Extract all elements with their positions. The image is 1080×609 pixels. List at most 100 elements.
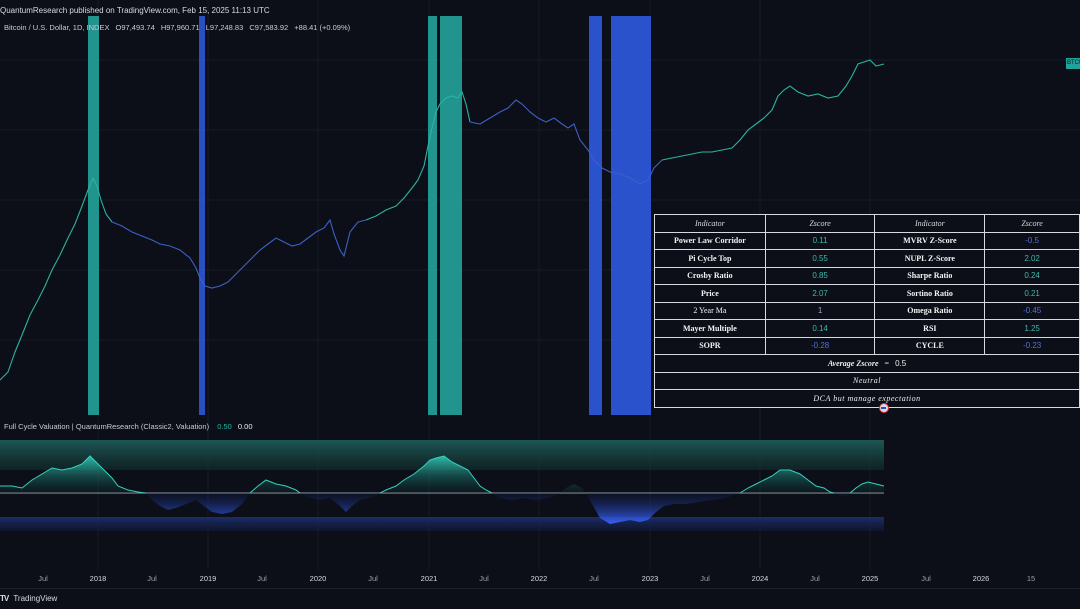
zscore-value: 1 <box>764 301 876 320</box>
indicator-name: RSI <box>874 319 986 338</box>
header-indicator: Indicator <box>654 214 766 233</box>
indicator-name: Crosby Ratio <box>654 266 766 285</box>
indicator-name: SOPR <box>654 336 766 355</box>
time-tick: Jul <box>38 574 48 583</box>
time-tick: 2018 <box>89 574 107 583</box>
zscore-value: 0.85 <box>764 266 876 285</box>
change-value: +88.41 (+0.09%) <box>294 23 351 32</box>
header-zscore: Zscore <box>984 214 1080 233</box>
time-tick: 15 <box>1026 574 1036 583</box>
zscore-value: 2.02 <box>984 249 1080 268</box>
high-value: H97,960.71 <box>160 23 200 32</box>
time-tick: Jul <box>147 574 157 583</box>
table-row: 2 Year Ma 1 Omega Ratio -0.45 <box>654 301 1080 320</box>
indicator-name: Mayer Multiple <box>654 319 766 338</box>
table-row: Pi Cycle Top 0.55 NUPL Z-Score 2.02 <box>654 249 1080 268</box>
symbol-ohlc-legend: Bitcoin / U.S. Dollar, 1D, INDEX O97,493… <box>4 23 350 32</box>
footer-bar: TV TradingView <box>0 588 1080 609</box>
zscore-value: 0.55 <box>764 249 876 268</box>
teal-band <box>428 16 437 415</box>
time-tick: Jul <box>257 574 267 583</box>
average-value: 0.5 <box>895 358 907 368</box>
valuation-state: Neutral <box>654 371 1080 390</box>
average-equals: = <box>884 358 890 368</box>
price-line <box>0 59 885 381</box>
zscore-value: 1.25 <box>984 319 1080 338</box>
indicator-value-2: 0.00 <box>237 422 253 431</box>
time-tick: 2022 <box>530 574 548 583</box>
tradingview-brand[interactable]: TV TradingView <box>0 594 57 603</box>
time-tick: 2020 <box>309 574 327 583</box>
close-value: C97,583.92 <box>249 23 289 32</box>
zscore-value: 0.24 <box>984 266 1080 285</box>
valuation-oscillator <box>0 440 885 531</box>
time-tick: Jul <box>810 574 820 583</box>
price-scale-tag: BTCUSD <box>1066 58 1080 69</box>
indicator-name: Power Law Corridor <box>654 231 766 250</box>
flag-marker-icon[interactable] <box>879 403 889 413</box>
time-tick: 2025 <box>861 574 879 583</box>
indicator-name: MVRV Z-Score <box>874 231 986 250</box>
zscore-value: 2.07 <box>764 284 876 303</box>
time-tick: Jul <box>700 574 710 583</box>
indicator-name: Pi Cycle Top <box>654 249 766 268</box>
zscore-value: 0.14 <box>764 319 876 338</box>
zscore-value: -0.28 <box>764 336 876 355</box>
time-tick: Jul <box>368 574 378 583</box>
time-tick: 2023 <box>641 574 659 583</box>
time-axis[interactable]: Jul 2018 Jul 2019 Jul 2020 Jul 2021 Jul … <box>0 570 1080 586</box>
brand-name: TradingView <box>13 594 58 603</box>
indicator-name: CYCLE <box>874 336 986 355</box>
open-value: O97,493.74 <box>115 23 155 32</box>
blue-band <box>611 16 651 415</box>
indicator-name: Sortino Ratio <box>874 284 986 303</box>
indicator-name: NUPL Z-Score <box>874 249 986 268</box>
time-tick: Jul <box>479 574 489 583</box>
blue-band <box>589 16 602 415</box>
valuation-advice: DCA but manage expectation <box>654 389 1080 408</box>
header-indicator: Indicator <box>874 214 986 233</box>
time-tick: 2026 <box>972 574 990 583</box>
low-value: L97,248.83 <box>205 23 244 32</box>
average-zscore: Average Zscore = 0.5 <box>654 354 1080 373</box>
average-row: Average Zscore = 0.5 <box>654 354 1080 373</box>
publish-info: QuantumResearch published on TradingView… <box>0 6 270 15</box>
time-tick: Jul <box>589 574 599 583</box>
indicator-name: Sharpe Ratio <box>874 266 986 285</box>
table-row: Mayer Multiple 0.14 RSI 1.25 <box>654 319 1080 338</box>
zscore-table: Indicator Zscore Indicator Zscore Power … <box>654 214 1080 408</box>
undervalued-zone <box>0 517 884 531</box>
zscore-value: 0.11 <box>764 231 876 250</box>
symbol-name[interactable]: Bitcoin / U.S. Dollar, 1D, INDEX <box>4 23 110 32</box>
oscillator-positive-area <box>0 456 884 493</box>
time-tick: 2021 <box>420 574 438 583</box>
time-tick: 2024 <box>751 574 769 583</box>
valuation-bands <box>88 16 651 415</box>
table-row: Crosby Ratio 0.85 Sharpe Ratio 0.24 <box>654 266 1080 285</box>
zscore-value: -0.23 <box>984 336 1080 355</box>
teal-band <box>440 16 462 415</box>
time-tick: Jul <box>921 574 931 583</box>
table-row: Price 2.07 Sortino Ratio 0.21 <box>654 284 1080 303</box>
time-tick: 2019 <box>199 574 217 583</box>
header-zscore: Zscore <box>764 214 876 233</box>
zscore-value: -0.5 <box>984 231 1080 250</box>
indicator-name: Price <box>654 284 766 303</box>
zscore-value: -0.45 <box>984 301 1080 320</box>
tradingview-logo-icon: TV <box>0 594 9 603</box>
table-header-row: Indicator Zscore Indicator Zscore <box>654 214 1080 233</box>
oscillator-negative-area <box>146 493 850 524</box>
table-row: SOPR -0.28 CYCLE -0.23 <box>654 336 1080 355</box>
average-label: Average Zscore <box>827 358 879 368</box>
table-row: Power Law Corridor 0.11 MVRV Z-Score -0.… <box>654 231 1080 250</box>
indicator-legend[interactable]: Full Cycle Valuation | QuantumResearch (… <box>4 422 253 431</box>
indicator-title: Full Cycle Valuation | QuantumResearch (… <box>4 422 210 431</box>
teal-band <box>88 16 99 415</box>
indicator-name: Omega Ratio <box>874 301 986 320</box>
blue-band <box>199 16 205 415</box>
indicator-name: 2 Year Ma <box>654 301 766 320</box>
state-row: Neutral <box>654 371 1080 390</box>
advice-row: DCA but manage expectation <box>654 389 1080 408</box>
zscore-value: 0.21 <box>984 284 1080 303</box>
indicator-value-1: 0.50 <box>217 422 232 431</box>
